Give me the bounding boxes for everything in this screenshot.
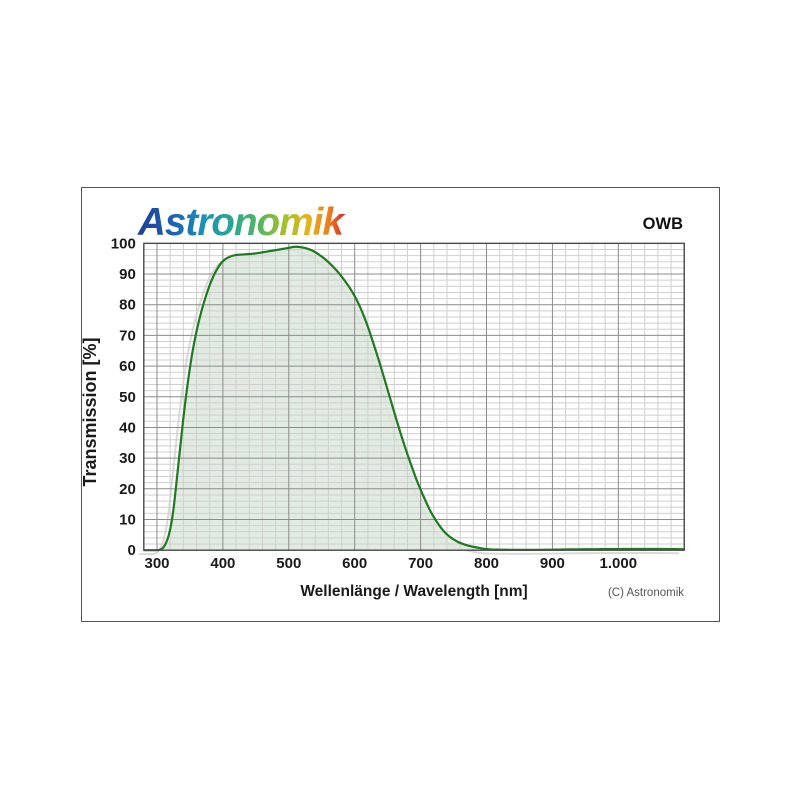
svg-text:100: 100: [111, 235, 136, 252]
svg-text:900: 900: [540, 555, 565, 572]
svg-text:70: 70: [119, 327, 136, 344]
svg-text:800: 800: [474, 555, 499, 572]
svg-text:90: 90: [119, 266, 136, 283]
svg-text:600: 600: [342, 555, 367, 572]
svg-text:(C) Astronomik: (C) Astronomik: [608, 587, 684, 599]
svg-text:30: 30: [119, 450, 136, 467]
svg-text:400: 400: [210, 555, 235, 572]
svg-text:10: 10: [119, 512, 136, 529]
svg-text:1.000: 1.000: [600, 555, 638, 572]
svg-text:60: 60: [119, 358, 136, 375]
svg-text:Wellenlänge / Wavelength [nm]: Wellenlänge / Wavelength [nm]: [300, 583, 527, 600]
svg-text:Transmission [%]: Transmission [%]: [80, 337, 100, 486]
svg-text:700: 700: [408, 555, 433, 572]
svg-text:40: 40: [119, 419, 136, 436]
svg-text:50: 50: [119, 389, 136, 406]
svg-text:300: 300: [144, 555, 169, 572]
svg-text:0: 0: [127, 542, 135, 559]
svg-text:500: 500: [276, 555, 301, 572]
svg-text:20: 20: [119, 481, 136, 498]
svg-text:80: 80: [119, 297, 136, 314]
